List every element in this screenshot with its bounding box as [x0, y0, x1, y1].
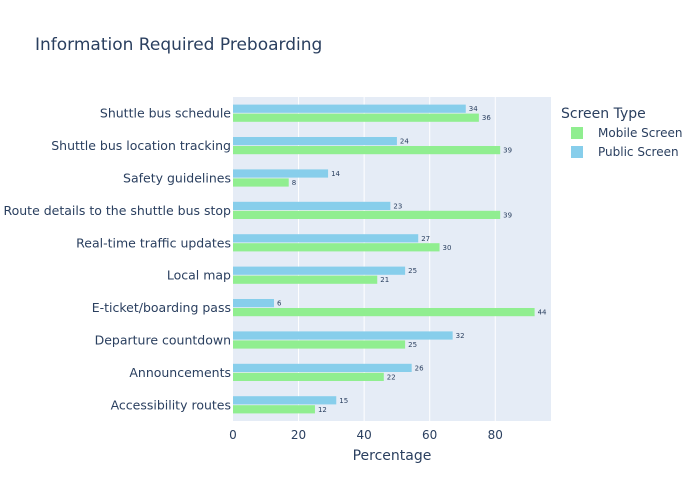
x-tick-label: 40 [356, 428, 371, 442]
bar-mobile [233, 308, 535, 317]
legend-item-label: Public Screen [598, 145, 679, 159]
bar-public [233, 266, 406, 275]
data-label-mobile: 44 [538, 309, 547, 317]
bar-mobile [233, 178, 289, 187]
legend-swatch [571, 146, 583, 158]
category-label: Safety guidelines [123, 171, 231, 186]
bar-public [233, 201, 391, 210]
bar-mobile [233, 275, 378, 284]
x-tick-label: 60 [422, 428, 437, 442]
x-tick-label: 20 [291, 428, 306, 442]
category-label: Shuttle bus location tracking [51, 138, 231, 153]
bar-mobile [233, 243, 440, 252]
category-label: Real-time traffic updates [76, 235, 231, 250]
data-label-public: 34 [469, 105, 478, 113]
data-label-mobile: 36 [482, 114, 491, 122]
data-label-mobile: 39 [503, 211, 512, 219]
data-label-public: 25 [408, 267, 417, 275]
category-labels: Shuttle bus schedule Shuttle bus location… [3, 106, 231, 413]
category-label: Route details to the shuttle bus stop [3, 203, 231, 218]
category-label: Shuttle bus schedule [100, 106, 231, 121]
data-labels: 34 36 24 39 14 8 23 39 27 30 25 21 6 44 32 25 26 22 15 12 [277, 105, 547, 414]
data-label-mobile: 22 [387, 373, 396, 381]
data-label-public: 26 [415, 364, 424, 372]
bar-mobile [233, 372, 384, 381]
category-label: Announcements [129, 365, 231, 380]
category-label: E-ticket/boarding pass [92, 300, 231, 315]
bar-mobile [233, 146, 501, 155]
x-tick-label: 0 [229, 428, 237, 442]
data-label-mobile: 39 [503, 147, 512, 155]
bar-public [233, 169, 329, 178]
bar-mobile [233, 210, 501, 219]
legend-title: Screen Type [561, 106, 646, 122]
plot-background [233, 97, 551, 421]
bar-public [233, 234, 419, 243]
data-label-public: 24 [400, 138, 409, 146]
bar-public [233, 363, 412, 372]
data-label-public: 15 [339, 397, 348, 405]
x-tick-label: 80 [488, 428, 503, 442]
bar-mobile [233, 113, 479, 122]
bar-public [233, 299, 274, 308]
legend[interactable]: Screen Type Mobile Screen Public Screen [561, 106, 682, 159]
legend-item-label: Mobile Screen [598, 126, 682, 140]
data-label-public: 27 [421, 235, 430, 243]
bar-public [233, 137, 397, 146]
x-axis-title: Percentage [353, 448, 432, 464]
data-label-mobile: 25 [408, 341, 417, 349]
chart-title: Information Required Preboarding [35, 35, 322, 55]
bars [233, 104, 535, 414]
data-label-public: 23 [393, 202, 402, 210]
bar-public [233, 331, 453, 340]
data-label-public: 6 [277, 300, 282, 308]
bar-mobile [233, 405, 315, 414]
bar-mobile [233, 340, 406, 349]
data-label-mobile: 8 [292, 179, 296, 187]
x-tick-labels: 0 20 40 60 80 [229, 428, 503, 442]
legend-swatch [571, 127, 583, 139]
category-label: Accessibility routes [111, 397, 231, 412]
data-label-mobile: 21 [380, 276, 389, 284]
bar-public [233, 396, 337, 405]
category-label: Local map [167, 268, 231, 283]
data-label-mobile: 12 [318, 406, 327, 414]
bar-public [233, 104, 466, 113]
category-label: Departure countdown [95, 333, 231, 348]
data-label-public: 14 [331, 170, 340, 178]
data-label-public: 32 [456, 332, 465, 340]
data-label-mobile: 30 [443, 244, 452, 252]
